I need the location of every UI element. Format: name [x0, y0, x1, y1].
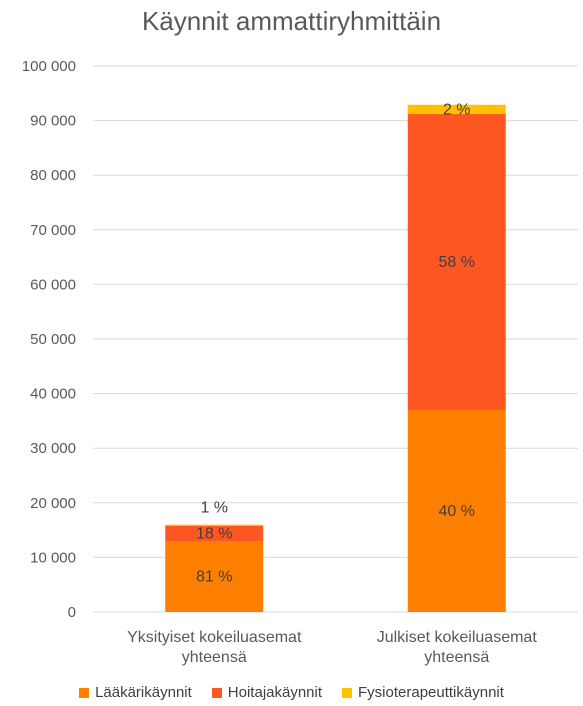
y-tick-label: 30 000 [30, 440, 76, 457]
data-label: 2 % [443, 101, 471, 118]
y-tick-label: 10 000 [30, 549, 76, 566]
data-label: 81 % [196, 569, 232, 586]
y-tick-label: 50 000 [30, 331, 76, 348]
chart-title: Käynnit ammattiryhmittäin [141, 6, 442, 36]
y-tick-label: 100 000 [22, 58, 76, 75]
legend: Lääkärikäynnit Hoitajakäynnit Fysioterapeu… [0, 684, 583, 701]
legend-swatch [79, 687, 90, 698]
data-label: 1 % [200, 500, 228, 517]
bar-segment [407, 409, 506, 612]
legend-item: Fysioterapeuttikäynnit [342, 684, 504, 701]
legend-swatch [342, 687, 353, 698]
data-label: 58 % [439, 254, 475, 271]
bar-segment [165, 524, 264, 526]
y-tick-label: 60 000 [30, 276, 76, 293]
bar-segment [165, 525, 264, 542]
legend-item: Lääkärikäynnit [79, 684, 192, 701]
y-tick-label: 20 000 [30, 495, 76, 512]
legend-label: Hoitajakäynnit [227, 684, 323, 701]
x-tick-label: Julkiset kokeiluasemat [377, 629, 538, 646]
x-tick-label: Yksityiset kokeiluasemat [127, 629, 302, 646]
x-tick-label: yhteensä [182, 649, 247, 666]
bar-segment [407, 104, 506, 115]
y-tick-label: 70 000 [30, 222, 76, 239]
legend-label: Lääkärikäynnit [95, 684, 192, 701]
y-tick-label: 80 000 [30, 167, 76, 184]
data-label: 18 % [196, 525, 232, 542]
legend-item: Hoitajakäynnit [211, 684, 323, 701]
legend-swatch [211, 687, 222, 698]
data-label: 40 % [439, 503, 475, 520]
bar-segment [407, 114, 506, 410]
bar-segment [165, 541, 264, 612]
y-tick-label: 40 000 [30, 386, 76, 403]
legend-label: Fysioterapeuttikäynnit [358, 684, 504, 701]
x-tick-label: yhteensä [424, 649, 489, 666]
y-tick-label: 90 000 [30, 113, 76, 130]
y-tick-label: 0 [68, 604, 76, 621]
